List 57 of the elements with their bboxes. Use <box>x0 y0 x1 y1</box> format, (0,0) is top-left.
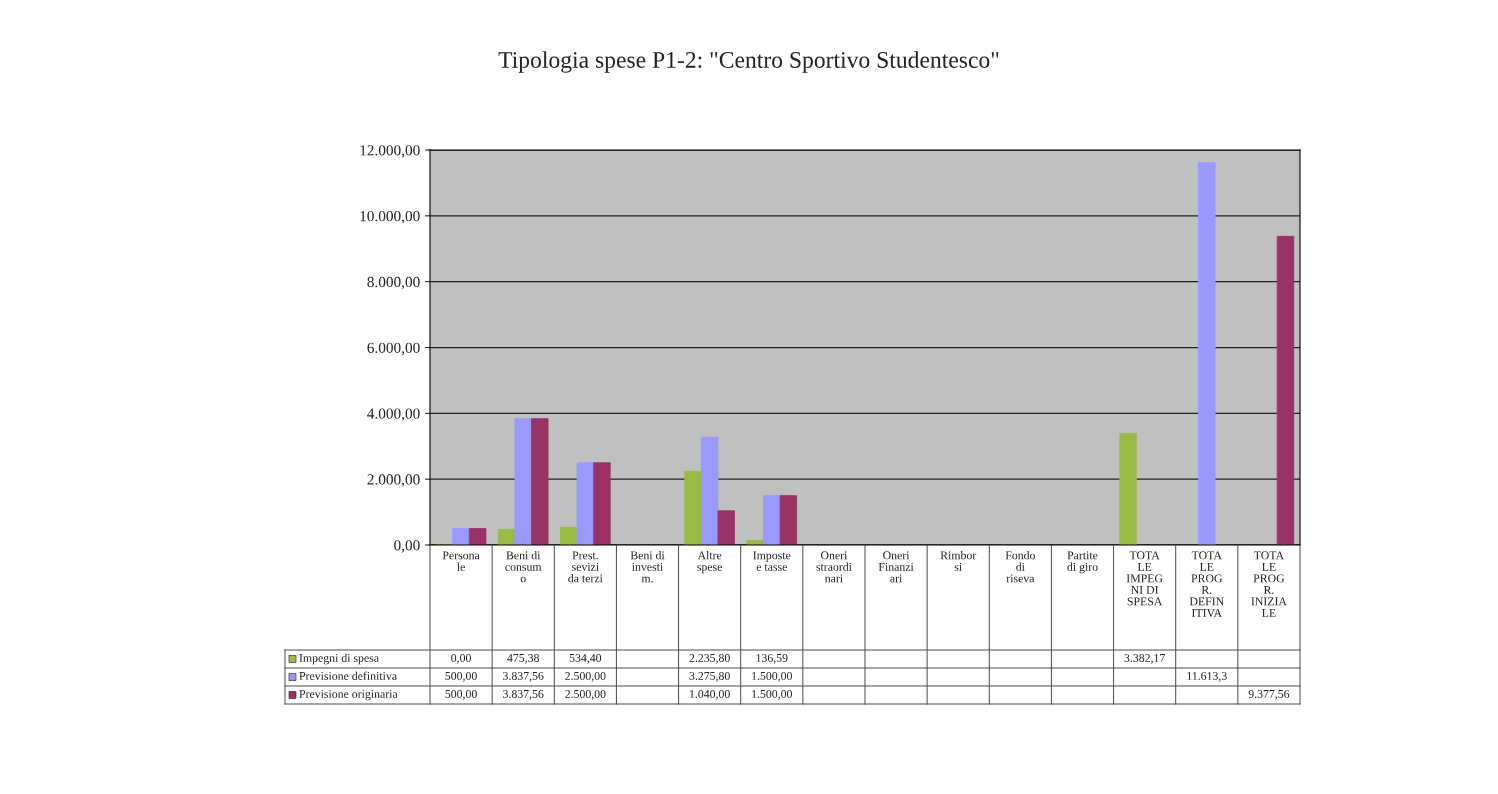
x-tick-label: TOTA LE PROG R. INIZIA LE <box>1251 551 1287 617</box>
data-label: 1.500,00 <box>752 689 792 700</box>
data-label: 475,38 <box>507 653 539 664</box>
y-tick-label: 0,00 <box>394 540 420 553</box>
data-label: 3.275,80 <box>689 671 730 682</box>
data-label: 3.837,56 <box>503 689 544 700</box>
data-label: 3.382,17 <box>1124 653 1165 664</box>
y-tick-label: 12.000,00 <box>360 145 420 158</box>
bar <box>593 462 611 545</box>
y-tick-label: 2.000,00 <box>367 474 420 487</box>
bar <box>576 462 595 545</box>
data-label: 2.235,80 <box>689 653 730 664</box>
x-tick-label: Oneri straordi nari <box>816 551 852 583</box>
y-tick-label: 6.000,00 <box>367 342 420 356</box>
data-label: 534,40 <box>569 653 602 664</box>
bar <box>1119 433 1137 545</box>
x-tick-label: Oneri Finanzi ari <box>878 551 914 583</box>
x-tick-label: TOTA LE IMPEG NI DI SPESA <box>1126 551 1163 606</box>
data-label: 9.377,56 <box>1248 690 1290 700</box>
legend-label: Previsione definitiva <box>299 671 397 680</box>
bar <box>1198 162 1216 545</box>
bar <box>468 528 487 545</box>
data-label: 500,00 <box>445 689 477 700</box>
bar <box>684 470 702 545</box>
data-label: 1.500,00 <box>752 671 792 682</box>
x-tick-label: Persona le <box>442 551 480 571</box>
data-label: 3.837,56 <box>503 671 544 682</box>
y-tick-label: 4.000,00 <box>367 408 420 421</box>
legend-label: Previsione originaria <box>299 689 398 701</box>
bar <box>531 418 549 545</box>
legend-label: Impegni di spesa <box>299 653 379 665</box>
x-tick-label: Altre spese <box>697 551 723 574</box>
data-label: 2.500,00 <box>565 671 606 682</box>
data-label: 0,00 <box>451 653 471 664</box>
bar <box>514 418 532 545</box>
x-tick-label: Beni di consum o <box>505 551 542 583</box>
x-tick-label: Prest. sevizi da terzi <box>568 551 603 583</box>
x-tick-label: TOTA LE PROG R. DEFIN ITIVA <box>1189 551 1224 617</box>
data-label: 11.613,3 <box>1187 672 1227 682</box>
chart-title: Tipologia spese P1-2: "Centro Sportivo Studentesco" <box>498 51 999 73</box>
data-label: 1.040,00 <box>690 689 730 700</box>
bar <box>1276 235 1295 545</box>
y-tick-label: 8.000,00 <box>367 276 420 290</box>
data-label: 500,00 <box>445 671 477 682</box>
x-tick-label: Partite di giro <box>1067 551 1098 574</box>
x-tick-label: Fondo di riseva <box>1005 551 1035 583</box>
x-tick-label: Rimbor si <box>940 551 977 571</box>
data-label: 136,59 <box>756 654 788 664</box>
bar <box>717 510 735 545</box>
x-tick-label: Imposte e tasse <box>753 551 791 571</box>
data-label: 2.500,00 <box>565 689 606 700</box>
x-tick-label: Beni di investi m. <box>630 551 665 583</box>
bar <box>700 436 719 545</box>
bar <box>763 495 781 545</box>
y-tick-label: 10.000,00 <box>360 210 420 224</box>
bar <box>779 495 798 545</box>
bar <box>452 528 470 545</box>
